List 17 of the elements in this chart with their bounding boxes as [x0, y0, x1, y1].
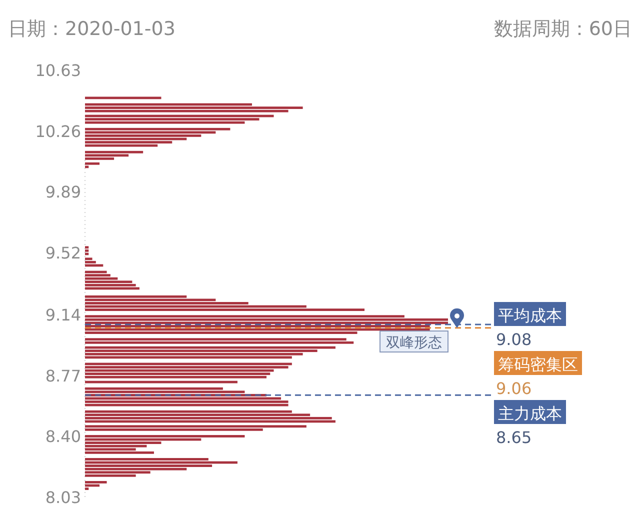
y-tick-label: 8.40: [45, 427, 81, 446]
ref-line-label: 筹码密集区: [498, 355, 578, 374]
text: 数据周期：60日: [494, 18, 632, 40]
y-tick-label: 9.52: [45, 243, 81, 262]
y-tick-label: 8.03: [45, 488, 81, 507]
y-tick-label: 9.14: [45, 306, 81, 325]
ref-line-label: 平均成本: [498, 306, 562, 325]
y-tick-label: 10.63: [35, 61, 81, 80]
text: 9.08: [496, 330, 532, 349]
y-tick-label: 10.26: [35, 122, 81, 141]
annotation: 双峰形态: [386, 335, 442, 351]
y-tick-label: 8.77: [45, 366, 81, 386]
y-tick-label: 9.89: [45, 182, 81, 202]
text: 9.06: [496, 379, 532, 398]
ref-line-label: 主力成本: [498, 404, 562, 423]
text: 8.65: [496, 428, 532, 447]
chart-title: 日期：2020-01-03: [8, 18, 176, 40]
